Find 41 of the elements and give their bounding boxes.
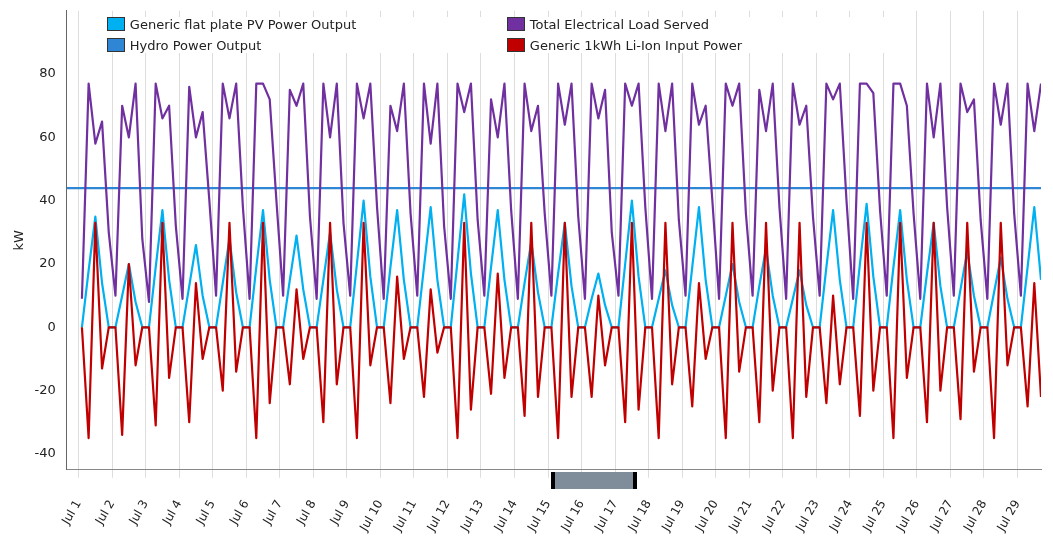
y-tick-label: 40 — [39, 192, 56, 208]
y-tick-label: 0 — [47, 318, 56, 334]
x-tick-label: Jul 14 — [490, 497, 520, 535]
x-tick-label: Jul 13 — [456, 497, 487, 535]
x-tick-label: Jul 15 — [523, 497, 554, 535]
y-tick-label: 80 — [39, 65, 56, 81]
x-tick-label: Jul 2 — [91, 497, 118, 528]
x-tick-label: Jul 20 — [691, 497, 722, 535]
x-tick-label: Jul 25 — [859, 497, 889, 535]
x-tick-label: Jul 10 — [356, 497, 386, 535]
x-tick-label: Jul 17 — [591, 497, 621, 535]
x-tick-label: Jul 22 — [758, 497, 789, 535]
legend-label: Generic 1kWh Li-Ion Input Power — [529, 37, 743, 53]
x-tick-label: Jul 19 — [658, 497, 688, 535]
x-tick-label: Jul 8 — [293, 497, 319, 528]
x-tick-label: Jul 12 — [423, 497, 453, 535]
x-tick-label: Jul 16 — [557, 497, 587, 535]
x-tick-label: Jul 9 — [326, 497, 353, 528]
x-tick-label: Jul 11 — [389, 497, 420, 535]
x-tick-label: Jul 26 — [892, 497, 923, 535]
x-tick-label: Jul 3 — [125, 497, 151, 528]
x-tick-label: Jul 5 — [192, 497, 219, 528]
legend-label: Hydro Power Output — [129, 37, 262, 53]
y-tick-label: 60 — [39, 128, 56, 144]
y-tick-label: -40 — [34, 445, 56, 461]
x-tick-label: Jul 7 — [259, 497, 286, 528]
x-tick-label: Jul 4 — [158, 497, 185, 528]
legend-label: Total Electrical Load Served — [529, 16, 710, 32]
y-tick-label: -20 — [34, 381, 56, 397]
x-tick-label: Jul 6 — [225, 497, 252, 528]
x-tick-label: Jul 24 — [825, 497, 856, 535]
y-tick-label: 20 — [39, 255, 56, 271]
x-tick-label: Jul 28 — [959, 497, 990, 535]
x-tick-label: Jul 1 — [58, 497, 84, 528]
x-tick-label: Jul 29 — [993, 497, 1023, 535]
x-tick-label: Jul 23 — [792, 497, 822, 535]
legend-label: Generic flat plate PV Power Output — [129, 16, 357, 32]
y-axis-title: kW — [11, 229, 27, 251]
x-tick-label: Jul 21 — [725, 497, 755, 535]
x-tick-label: Jul 27 — [926, 497, 956, 535]
x-tick-label: Jul 18 — [624, 497, 654, 535]
